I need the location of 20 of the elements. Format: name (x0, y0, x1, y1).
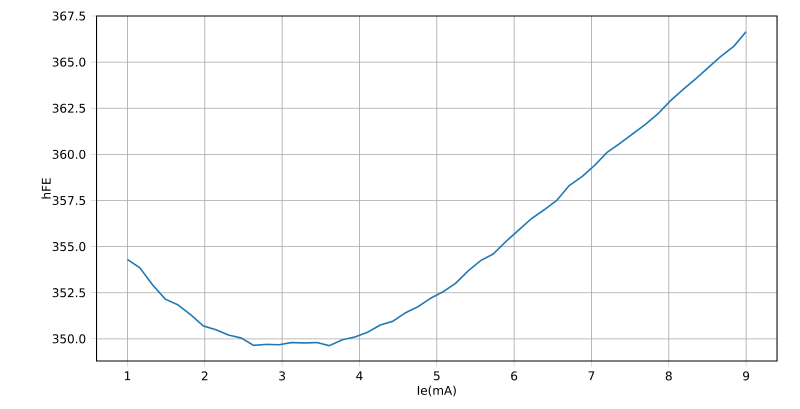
y-tick-label: 350.0 (52, 334, 86, 344)
x-axis-title: Ie(mA) (418, 386, 456, 396)
y-axis-title: hFE (42, 178, 51, 198)
y-tick-label: 352.5 (52, 288, 86, 298)
x-tick-label: 9 (743, 371, 750, 380)
x-tick-label: 6 (511, 371, 518, 380)
x-tick-label: 1 (124, 371, 130, 380)
x-tick-label: 2 (202, 371, 208, 380)
x-tick-label: 8 (666, 371, 672, 380)
y-tick-label: 362.5 (52, 104, 86, 113)
y-tick-label: 355.0 (52, 242, 86, 252)
y-tick-label: 367.5 (52, 11, 86, 21)
x-tick-label: 4 (356, 371, 363, 380)
line-series (126, 30, 747, 346)
y-tick-label: 365.0 (52, 58, 86, 67)
y-tick-label: 357.5 (52, 196, 86, 206)
x-tick-label: 5 (434, 371, 440, 380)
x-tick-label: 3 (279, 371, 285, 380)
y-tick-label: 360.0 (52, 150, 86, 159)
x-tick-label: 7 (588, 371, 594, 380)
